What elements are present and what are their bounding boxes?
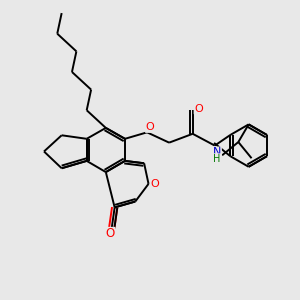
Text: H: H <box>213 154 221 164</box>
Text: O: O <box>146 122 154 132</box>
Text: N: N <box>213 147 221 157</box>
Text: O: O <box>194 104 203 114</box>
Text: O: O <box>151 179 159 189</box>
Text: O: O <box>106 227 115 240</box>
